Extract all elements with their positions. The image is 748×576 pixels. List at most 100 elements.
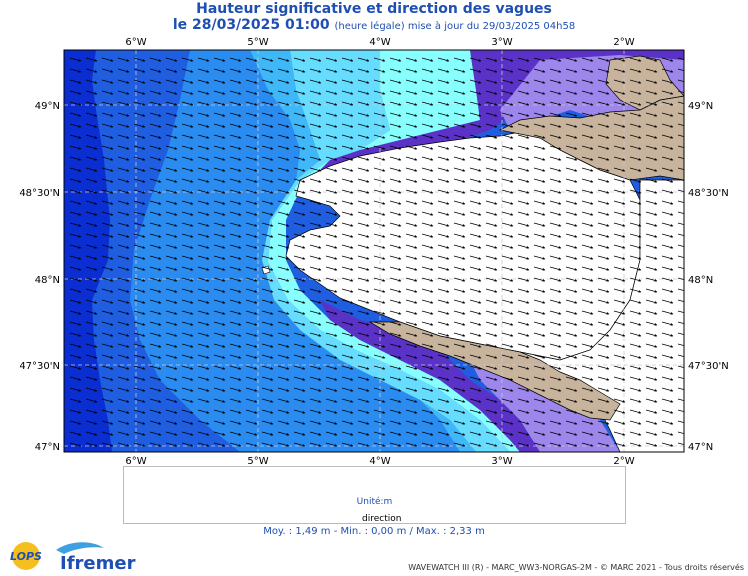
direction-arrow [213,266,226,271]
direction-arrow [645,244,658,249]
direction-arrow [341,255,354,260]
direction-arrow [645,57,658,62]
direction-arrow [485,134,498,139]
direction-arrow [453,79,466,84]
direction-arrow [565,112,578,117]
direction-arrow [149,90,162,95]
direction-arrow [629,310,642,315]
direction-arrow [453,255,466,260]
direction-arrow [293,79,306,84]
direction-arrow [357,145,370,150]
direction-arrow [133,310,146,315]
direction-arrow [437,145,450,150]
direction-arrow [565,156,578,161]
direction-arrow [213,299,226,304]
direction-arrow [373,222,386,227]
direction-arrow [373,134,386,139]
direction-arrow [453,244,466,249]
direction-arrow [517,57,530,62]
direction-arrow [309,200,322,205]
direction-arrow [501,310,514,315]
direction-arrow [565,211,578,216]
direction-arrow [261,90,274,95]
direction-arrow [117,178,130,183]
direction-arrow [197,233,210,238]
direction-arrow [341,57,354,62]
direction-arrow [565,233,578,238]
direction-arrow [117,266,130,271]
direction-arrow [549,244,562,249]
lat-label: 47°N [35,442,60,453]
direction-arrow [277,266,290,271]
direction-arrow [533,211,546,216]
direction-arrow [613,145,626,150]
direction-arrow [517,145,530,150]
direction-arrow [357,134,370,139]
direction-arrow [325,233,338,238]
direction-arrow [309,277,322,282]
direction-arrow [549,79,562,84]
direction-arrow [453,310,466,315]
direction-arrow [549,101,562,106]
direction-arrow [133,222,146,227]
direction-arrow [549,145,562,150]
direction-arrow [245,288,258,293]
direction-arrow [357,123,370,128]
lat-label: 48°30'N [19,188,60,199]
direction-arrow [629,189,642,194]
direction-arrow [325,101,338,106]
direction-arrow [597,57,610,62]
direction-arrow [373,101,386,106]
direction-arrow [597,101,610,106]
direction-arrow [533,200,546,205]
direction-arrow [117,233,130,238]
direction-arrow [661,288,674,293]
direction-arrow [293,68,306,73]
direction-arrow [261,288,274,293]
direction-arrow [517,156,530,161]
direction-arrow [485,310,498,315]
direction-arrow [181,79,194,84]
direction-arrow [517,90,530,95]
direction-arrow [133,145,146,150]
direction-arrow [101,90,114,95]
direction-arrow [389,222,402,227]
map-title: Hauteur significative et direction des v… [196,1,552,17]
direction-arrow [661,145,674,150]
direction-arrow [213,189,226,194]
direction-arrow [197,68,210,73]
direction-arrow [613,277,626,282]
direction-arrow [437,233,450,238]
direction-arrow [437,288,450,293]
direction-arrow [469,299,482,304]
direction-arrow [85,211,98,216]
direction-arrow [341,123,354,128]
lat-label: 49°N [688,101,713,112]
direction-arrow [565,167,578,172]
direction-arrow [389,266,402,271]
band-blue [130,50,460,452]
direction-arrow [325,288,338,293]
direction-arrow [261,134,274,139]
direction-arrow [453,123,466,128]
direction-arrow [629,112,642,117]
direction-arrow [245,134,258,139]
direction-arrow [389,200,402,205]
direction-arrow [309,123,322,128]
direction-arrow [405,90,418,95]
direction-arrow [277,211,290,216]
direction-arrow [213,123,226,128]
direction-arrow [181,112,194,117]
direction-arrow [533,90,546,95]
direction-arrow [213,101,226,106]
direction-arrow [149,310,162,315]
direction-arrow [197,167,210,172]
direction-arrow [565,288,578,293]
lon-label: 2°W [613,37,634,48]
direction-arrow [629,200,642,205]
direction-arrow [261,200,274,205]
direction-arrow [293,156,306,161]
direction-arrow [421,101,434,106]
direction-arrow [629,255,642,260]
direction-arrow [309,266,322,271]
